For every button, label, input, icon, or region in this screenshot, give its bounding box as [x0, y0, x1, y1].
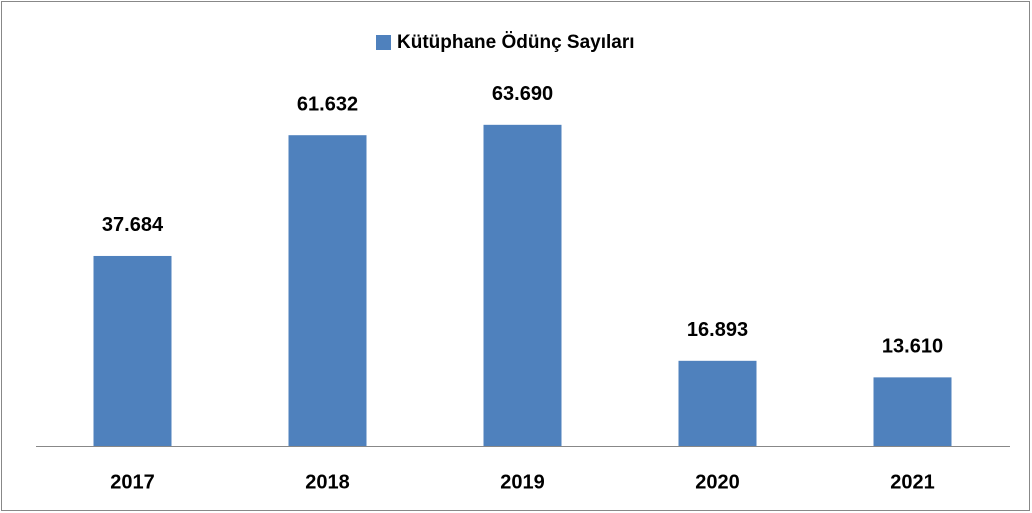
legend-label: Kütüphane Ödünç Sayıları — [397, 32, 635, 53]
data-label: 63.690 — [492, 83, 553, 105]
data-label: 16.893 — [687, 319, 748, 341]
bar — [93, 255, 172, 446]
legend-swatch — [376, 35, 391, 50]
bar — [483, 124, 562, 446]
x-tick-label: 2021 — [890, 471, 935, 493]
x-tick-label: 2018 — [305, 471, 350, 493]
bar — [678, 360, 757, 446]
x-tick-label: 2020 — [695, 471, 740, 493]
data-label: 13.610 — [882, 336, 943, 358]
x-tick-label: 2019 — [500, 471, 545, 493]
data-label: 61.632 — [297, 93, 358, 115]
bar — [873, 377, 952, 446]
data-label: 37.684 — [102, 214, 164, 236]
bar — [288, 135, 367, 447]
x-tick-label: 2017 — [110, 471, 155, 493]
